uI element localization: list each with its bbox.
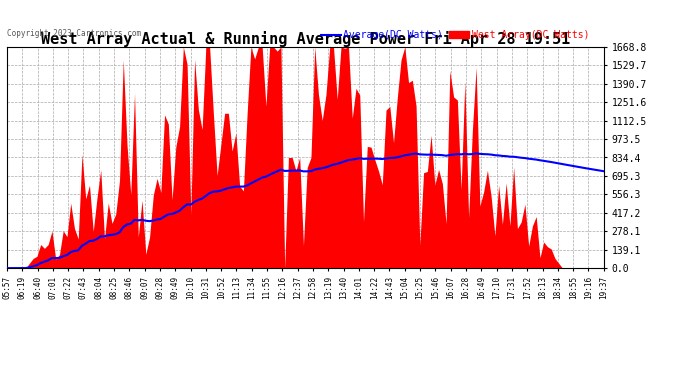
Text: Copyright 2023 Cartronics.com: Copyright 2023 Cartronics.com (7, 28, 141, 38)
Legend: Average(DC Watts), West Array(DC Watts): Average(DC Watts), West Array(DC Watts) (317, 26, 593, 44)
Title: West Array Actual & Running Average Power Fri Apr 28 19:51: West Array Actual & Running Average Powe… (41, 31, 570, 47)
